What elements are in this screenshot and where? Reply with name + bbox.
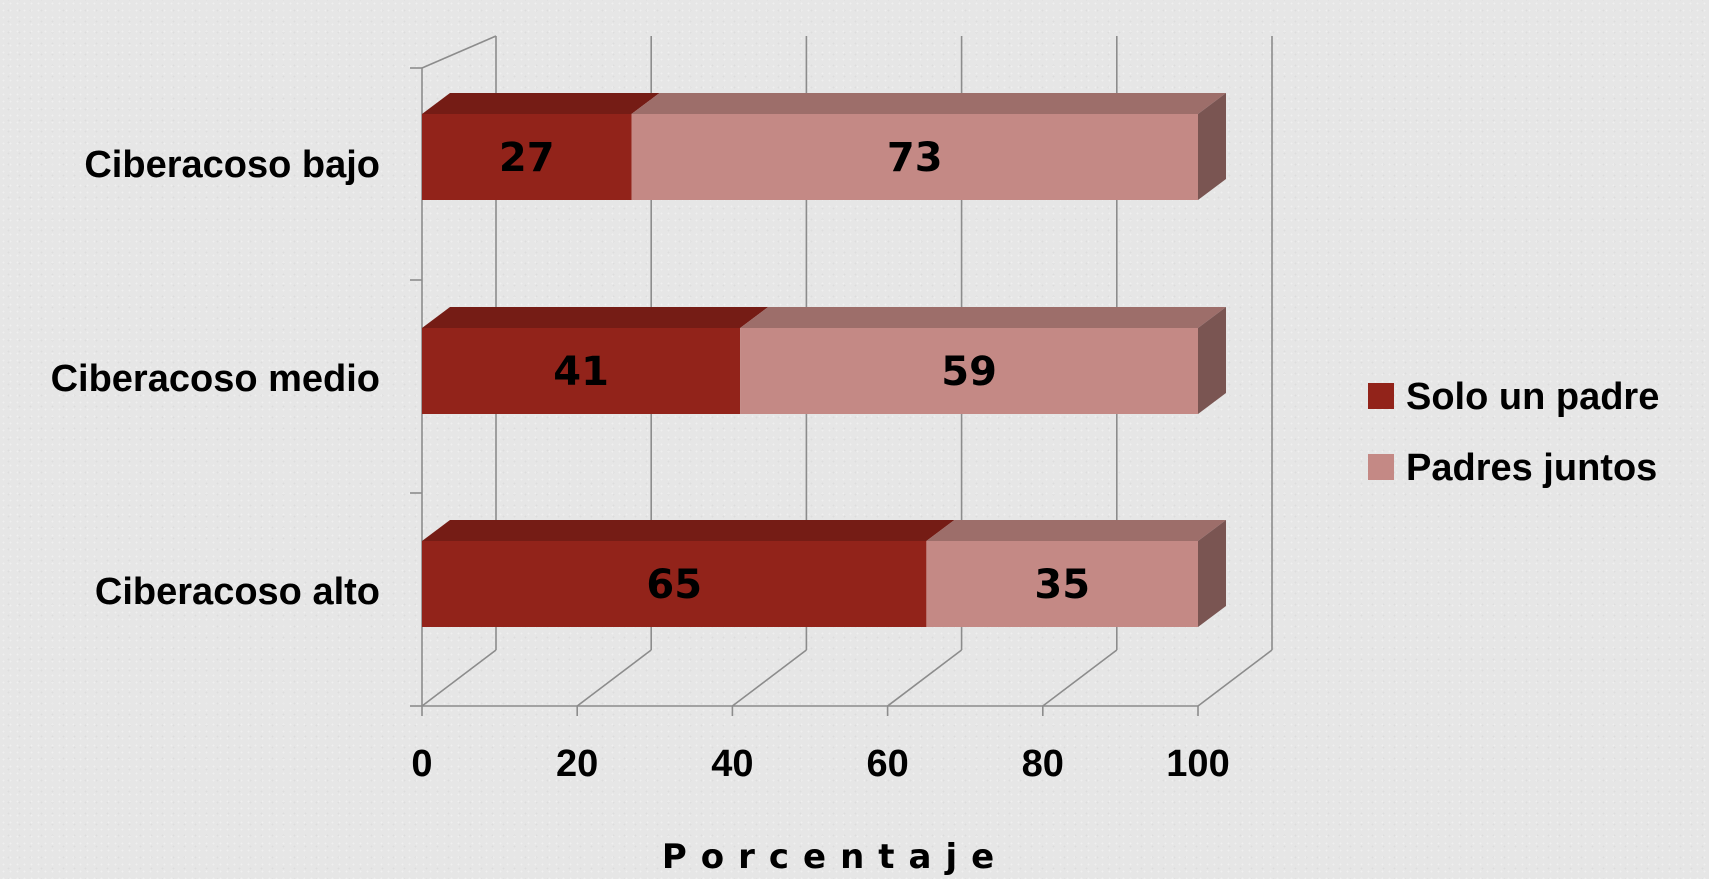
legend-label: Solo un padre [1406, 376, 1659, 418]
legend-swatch [1368, 454, 1394, 480]
chart-bars: 27 73 41 59 65 35 [422, 93, 1226, 627]
floor-line-60 [887, 649, 963, 707]
legend-swatch [1368, 383, 1394, 409]
category-label: Ciberacoso medio [51, 358, 380, 400]
x-tick-label: 20 [556, 743, 598, 785]
bar-side-face [1198, 307, 1226, 414]
legend: Solo un padre Padres juntos [1368, 376, 1659, 489]
legend-label: Padres juntos [1406, 447, 1657, 489]
bar-padres-juntos-2: 35 [926, 520, 1226, 627]
floor-line-20 [576, 649, 652, 707]
bar-top-face [422, 93, 660, 114]
floor-line-100 [1197, 649, 1273, 707]
data-label: 27 [499, 135, 555, 181]
legend-item: Padres juntos [1368, 447, 1657, 489]
left-wall-top [421, 35, 497, 69]
bar-front-face [422, 114, 632, 200]
data-label: 73 [887, 135, 943, 181]
bar-top-face [740, 307, 1226, 328]
bar-front-face [422, 541, 927, 627]
x-axis-title: Porcentaje [662, 837, 1008, 877]
data-label: 65 [646, 562, 702, 608]
category-label: Ciberacoso bajo [84, 144, 380, 186]
floor-line-0 [421, 649, 497, 707]
bar-side-face [1198, 93, 1226, 200]
data-label: 41 [553, 349, 609, 395]
data-label: 59 [941, 349, 997, 395]
floor-line-40 [731, 649, 807, 707]
bar-padres-juntos-1: 59 [740, 307, 1226, 414]
x-axis-ticks: 0 20 40 60 80 100 [411, 743, 1229, 785]
bar-top-face [631, 93, 1226, 114]
bar-padres-juntos-0: 73 [631, 93, 1226, 200]
bar-front-face [740, 328, 1198, 414]
bar-top-face [926, 520, 1226, 541]
legend-item: Solo un padre [1368, 376, 1659, 418]
floor-line-80 [1042, 649, 1118, 707]
x-tick-label: 60 [866, 743, 908, 785]
category-label: Ciberacoso alto [95, 571, 380, 613]
x-tick-label: 40 [711, 743, 753, 785]
bar-front-face [422, 328, 741, 414]
bar-top-face [422, 520, 955, 541]
x-tick-label: 80 [1022, 743, 1064, 785]
bar-top-face [422, 307, 769, 328]
bar-solo-un-padre-1: 41 [422, 307, 769, 414]
bar-front-face [926, 541, 1198, 627]
bar-solo-un-padre-0: 27 [422, 93, 660, 200]
category-labels: Ciberacoso bajo Ciberacoso medio Ciberacos… [51, 144, 380, 613]
bar-solo-un-padre-2: 65 [422, 520, 955, 627]
bar-front-face [631, 114, 1198, 200]
x-tick-label: 100 [1166, 743, 1229, 785]
x-tick-label: 0 [411, 743, 432, 785]
bar-side-face [1198, 520, 1226, 627]
data-label: 35 [1034, 562, 1090, 608]
